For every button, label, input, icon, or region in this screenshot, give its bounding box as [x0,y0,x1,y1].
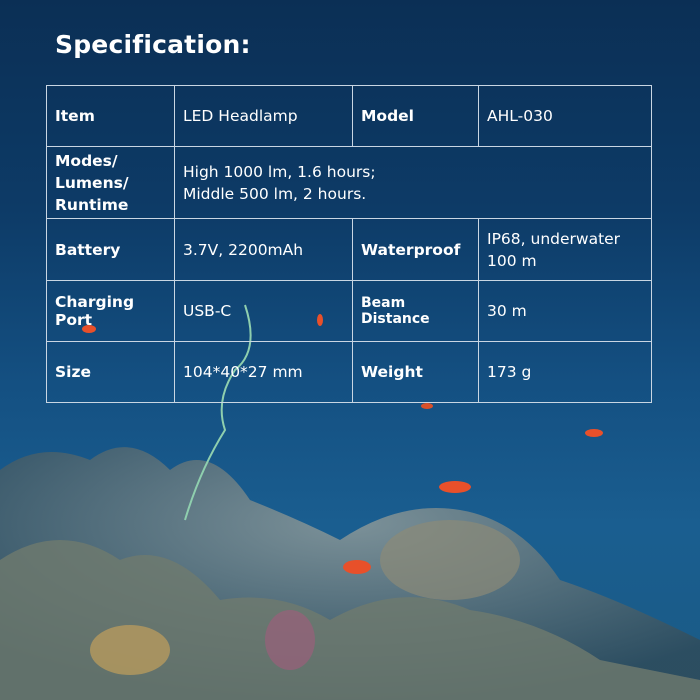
spec-value: LED Headlamp [174,85,353,147]
spec-label: Battery [46,218,175,281]
spec-label: Waterproof [352,218,479,281]
spec-value: High 1000 lm, 1.6 hours; Middle 500 lm, … [174,146,652,219]
spec-value: 30 m [478,280,652,342]
table-row: Charging Port USB-C Beam Distance 30 m [46,280,652,342]
spec-value: 104*40*27 mm [174,341,353,403]
value-line: IP68, underwater [487,229,621,248]
spec-label: Beam Distance [352,280,479,342]
spec-label: Charging Port [46,280,175,342]
fish [439,481,471,493]
fish [421,403,433,409]
label-line: Lumens/ [55,173,129,192]
spec-label: Size [46,341,175,403]
spec-label: Weight [352,341,479,403]
fish [343,560,371,574]
spec-label: Modes/ Lumens/ Runtime [46,146,175,219]
spec-value: 173 g [478,341,652,403]
specification-table: Item LED Headlamp Model AHL-030 Modes/ L… [46,85,652,403]
value-line: 100 m [487,251,537,270]
spec-value: IP68, underwater 100 m [478,218,652,281]
spec-value: USB-C [174,280,353,342]
fish [585,429,603,437]
table-row: Item LED Headlamp Model AHL-030 [46,85,652,147]
spec-value: 3.7V, 2200mAh [174,218,353,281]
table-row: Modes/ Lumens/ Runtime High 1000 lm, 1.6… [46,146,652,219]
spec-label: Item [46,85,175,147]
table-row: Battery 3.7V, 2200mAh Waterproof IP68, u… [46,218,652,281]
label-line: Modes/ [55,151,118,170]
spec-label: Model [352,85,479,147]
page-title: Specification: [55,30,251,59]
spec-value: AHL-030 [478,85,652,147]
value-line: Middle 500 lm, 2 hours. [183,184,367,203]
table-row: Size 104*40*27 mm Weight 173 g [46,341,652,403]
label-line: Runtime [55,195,129,214]
value-line: High 1000 lm, 1.6 hours; [183,162,376,181]
